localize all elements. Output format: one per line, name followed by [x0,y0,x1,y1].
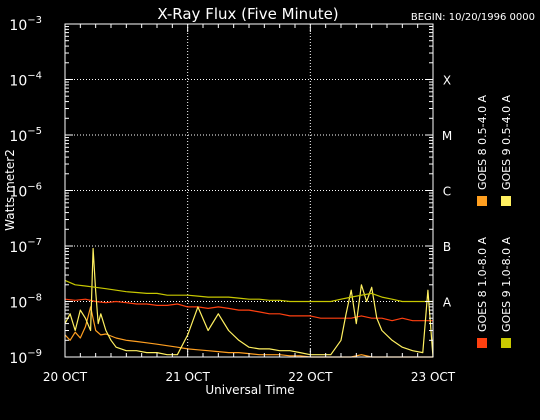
axes: 10−9 10−8 10−7 10−6 10−5 10−4 10−3 20 OCT 21 OCT… [9,15,455,384]
y-tick-label: 10−3 [9,15,42,34]
y-tick-label: 10−4 [9,71,42,90]
flare-class-label: B [443,240,451,254]
series-line [64,306,433,358]
y-tick-label: 10−7 [9,237,42,256]
legend-swatch [477,338,487,348]
x-tick-label: 22 OCT [288,370,333,384]
series-layer [64,247,434,358]
chart-title: X-Ray Flux (Five Minute) [157,5,338,23]
legend-label: GOES 9 0.5-4.0 A [500,94,513,190]
legend-swatch [477,196,487,206]
y-tick-label: 10−6 [9,182,42,201]
series-line [64,298,433,322]
flare-class-label: M [442,129,452,143]
y-tick-label: 10−8 [9,293,42,312]
series-line [64,279,433,303]
x-tick-label: 23 OCT [411,370,456,384]
legend-swatch [501,338,511,348]
legend-swatch [501,196,511,206]
x-axis-label: Universal Time [205,383,294,397]
flare-class-label: A [443,296,452,310]
grid-lines [65,24,433,357]
flare-class-label: C [443,185,451,199]
y-axis-label: Watts meter2 [3,149,17,231]
series-line [64,247,434,358]
begin-date-label: BEGIN: 10/20/1996 0000 [411,12,535,23]
y-tick-label: 10−5 [9,126,42,145]
x-tick-label: 21 OCT [166,370,211,384]
x-tick-label: 20 OCT [43,370,88,384]
legend-label: GOES 8 0.5-4.0 A [476,94,489,190]
legend-label: GOES 9 1.0-8.0 A [500,236,513,332]
legend: GOES 8 1.0-8.0 A GOES 8 0.5-4.0 A GOES 9 0… [476,94,513,348]
legend-label: GOES 8 1.0-8.0 A [476,236,489,332]
flare-class-label: X [443,74,451,88]
y-tick-label: 10−9 [9,348,42,367]
